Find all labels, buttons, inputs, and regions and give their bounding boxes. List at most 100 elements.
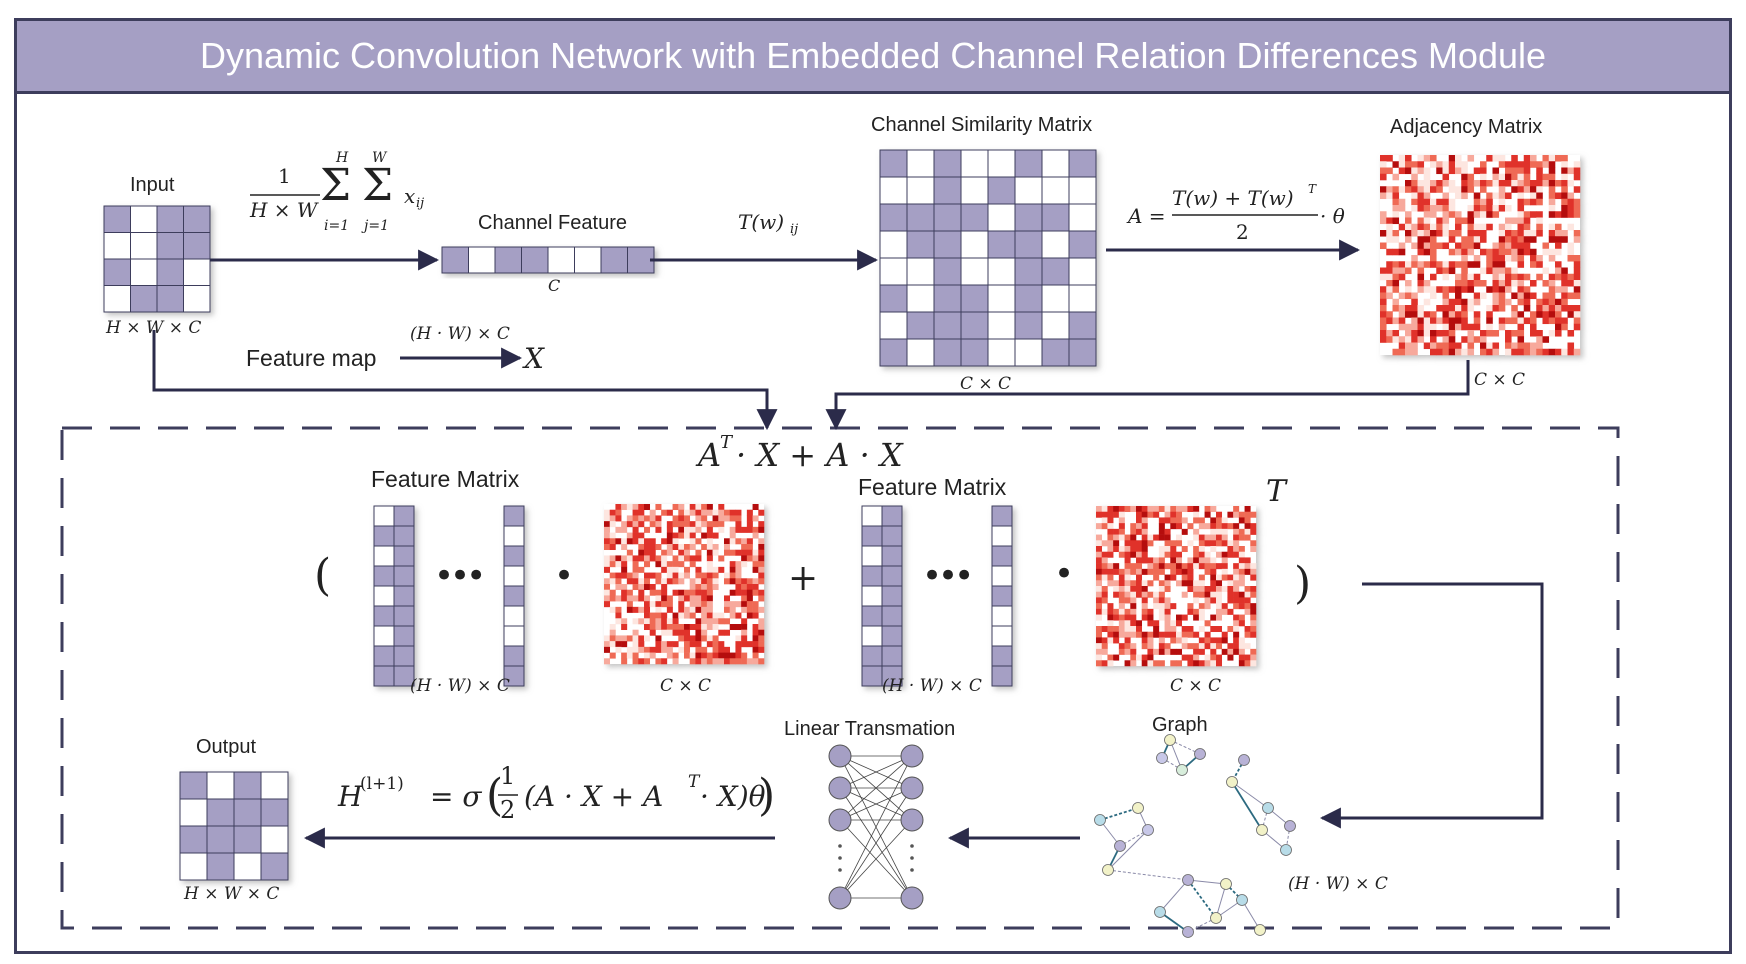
adjacency-cell <box>1467 223 1475 231</box>
heatmap-1-cell <box>746 521 753 528</box>
heatmap-2-cell <box>1227 586 1234 593</box>
heatmap-2-cell <box>1107 523 1114 530</box>
adjacency-cell <box>1411 305 1418 312</box>
heatmap-1-cell <box>741 606 748 613</box>
adjacency-cell <box>1505 173 1512 181</box>
adjacency-cell <box>1405 186 1412 193</box>
heatmap-1-cell <box>678 561 685 568</box>
adjacency-cell <box>1461 298 1468 306</box>
adjacency-cell <box>1423 180 1431 187</box>
heatmap-1-cell <box>701 646 708 653</box>
adjacency-cell <box>1530 348 1537 356</box>
heatmap-1-cell <box>626 635 633 642</box>
heatmap-2-cell <box>1181 528 1188 535</box>
adjacency-cell <box>1473 292 1481 300</box>
adjacency-cell <box>1492 242 1500 250</box>
adjacency-cell <box>1498 236 1506 243</box>
adjacency-cell <box>1467 342 1475 350</box>
adjacency-cell <box>1392 198 1400 206</box>
heatmap-2-cell <box>1198 546 1205 553</box>
adjacency-cell <box>1398 186 1406 193</box>
heatmap-1-cell <box>632 515 639 522</box>
feature-matrix-cell <box>991 585 1013 607</box>
adjacency-cell <box>1567 223 1575 231</box>
heatmap-1-cell <box>621 566 628 573</box>
adjacency-cell <box>1380 267 1387 275</box>
heatmap-1-cell <box>729 526 736 533</box>
heatmap-1-cell <box>672 504 679 511</box>
graph-node <box>1280 844 1292 856</box>
heatmap-1-cell <box>706 589 713 596</box>
heatmap-2-cell <box>1244 506 1251 513</box>
heatmap-2-cell <box>1124 608 1131 615</box>
adjacency-cell <box>1561 317 1568 325</box>
heatmap-1-cell <box>729 589 736 596</box>
heatmap-2-cell <box>1244 511 1251 518</box>
heatmap-1-cell <box>701 589 708 596</box>
heatmap-1-cell <box>626 589 633 596</box>
adjacency-cell <box>1536 161 1543 168</box>
heatmap-2-cell <box>1164 643 1171 650</box>
heatmap-2-cell <box>1153 591 1160 598</box>
heatmap-2-cell <box>1198 591 1205 598</box>
output-cell <box>233 798 262 827</box>
heatmap-1-cell <box>621 521 628 528</box>
adjacency-cell <box>1473 211 1481 218</box>
heatmap-2-cell <box>1118 603 1125 610</box>
heatmap-2-cell <box>1096 557 1103 564</box>
adjacency-cell <box>1492 255 1500 262</box>
heatmap-1-cell <box>695 606 702 613</box>
heatmap-2-cell <box>1096 654 1103 661</box>
heatmap-2-cell <box>1193 506 1200 513</box>
heatmap-1-cell <box>626 504 633 511</box>
heatmap-2-cell <box>1216 540 1223 547</box>
heatmap-1-cell <box>695 629 702 636</box>
heatmap-1-cell <box>718 515 725 522</box>
heatmap-1-cell <box>609 561 616 568</box>
heatmap-2-cell <box>1130 631 1137 638</box>
adjacency-cell <box>1480 342 1487 350</box>
heatmap-2-cell <box>1216 660 1223 667</box>
heatmap-2-cell <box>1233 643 1240 650</box>
heatmap-1-cell <box>758 658 765 665</box>
adjacency-cell <box>1511 255 1518 262</box>
adjacency-cell <box>1398 198 1406 206</box>
adjacency-cell <box>1567 342 1575 350</box>
adjacency-cell <box>1536 186 1543 193</box>
heatmap-1-cell <box>695 549 702 556</box>
adjacency-cell <box>1417 161 1425 168</box>
heatmap-1-cell <box>632 606 639 613</box>
heatmap-1-cell <box>621 641 628 648</box>
heatmap-2-cell <box>1164 511 1171 518</box>
heatmap-1-cell <box>644 544 651 551</box>
feature-matrix-cell <box>373 505 395 527</box>
adj-lhs: A = <box>1128 204 1166 228</box>
heatmap-2-cell <box>1141 631 1148 638</box>
adjacency-cell <box>1442 173 1450 181</box>
heatmap-2-cell <box>1153 620 1160 627</box>
heatmap-1-cell <box>735 624 742 631</box>
heatmap-1-cell <box>695 572 702 579</box>
heatmap-2-cell <box>1113 614 1120 621</box>
heatmap-2-cell <box>1238 574 1245 581</box>
adjacency-cell <box>1505 223 1512 231</box>
adjacency-cell <box>1398 273 1406 281</box>
heatmap-2-cell <box>1227 574 1234 581</box>
channel-feature-label: Channel Feature <box>478 212 627 234</box>
adjacency-cell <box>1442 205 1450 212</box>
heatmap-2-cell <box>1124 614 1131 621</box>
heatmap-2-cell <box>1130 648 1137 655</box>
heatmap-1-cell <box>752 532 759 539</box>
heatmap-2-cell <box>1113 506 1120 513</box>
input-cell <box>156 285 184 313</box>
heatmap-1-cell <box>752 635 759 642</box>
final-body-sup: T <box>688 772 700 792</box>
heatmap-1-cell <box>684 572 691 579</box>
adjacency-cell <box>1398 261 1406 268</box>
heatmap-2-cell <box>1233 580 1240 587</box>
adjacency-cell <box>1498 273 1506 281</box>
heatmap-2-cell <box>1233 534 1240 541</box>
heatmap-2-cell <box>1204 551 1211 558</box>
adjacency-cell <box>1473 205 1481 212</box>
